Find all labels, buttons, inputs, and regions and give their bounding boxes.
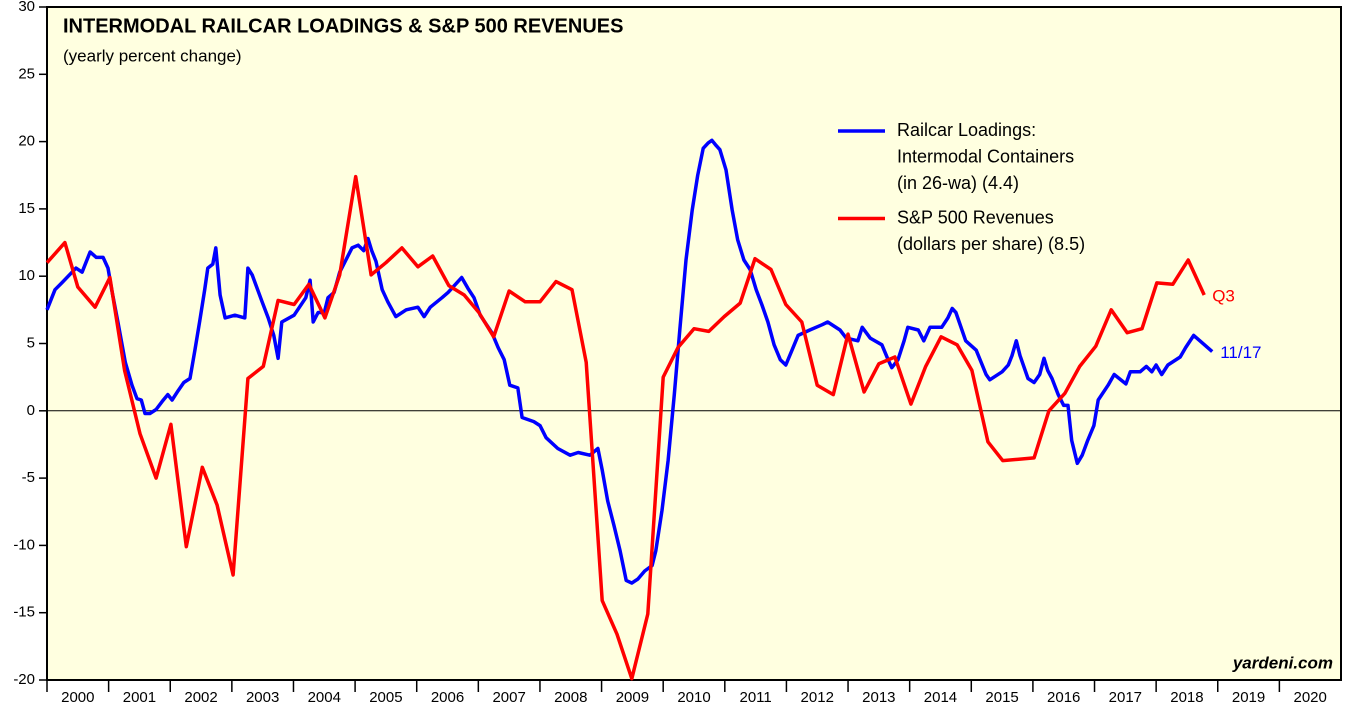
- x-tick-label: 2013: [862, 689, 895, 706]
- end-label: 11/17: [1220, 343, 1261, 362]
- x-tick-label: 2003: [246, 689, 279, 706]
- chart-subtitle: (yearly percent change): [63, 46, 242, 65]
- x-tick-label: 2017: [1109, 689, 1142, 706]
- x-tick-label: 2012: [801, 689, 834, 706]
- x-tick-label: 2019: [1232, 689, 1265, 706]
- legend-label: (dollars per share) (8.5): [897, 234, 1085, 254]
- y-tick-label: 30: [18, 0, 35, 15]
- y-tick-label: -20: [13, 671, 35, 688]
- x-tick-label: 2018: [1170, 689, 1203, 706]
- y-tick-label: -10: [13, 536, 35, 553]
- x-tick-label: 2011: [739, 689, 771, 706]
- y-tick-label: 5: [27, 334, 35, 351]
- x-tick-label: 2004: [308, 689, 341, 706]
- y-tick-label: 20: [18, 133, 35, 150]
- x-tick-label: 2020: [1294, 689, 1327, 706]
- x-tick-label: 2002: [184, 689, 217, 706]
- source: yardeni.com: [1232, 653, 1333, 672]
- y-tick-label: 0: [27, 402, 35, 419]
- x-tick-label: 2010: [677, 689, 710, 706]
- x-tick-label: 2001: [123, 689, 156, 706]
- y-tick-label: -5: [22, 469, 35, 486]
- x-tick-label: 2006: [431, 689, 464, 706]
- series-line: [45, 174, 1206, 681]
- chart-title: INTERMODAL RAILCAR LOADINGS & S&P 500 RE…: [63, 15, 623, 37]
- legend-label: Intermodal Containers: [897, 146, 1074, 166]
- x-tick-label: 2005: [369, 689, 402, 706]
- legend-label: (in 26-wa) (4.4): [897, 173, 1019, 193]
- y-tick-label: -15: [13, 604, 35, 621]
- legend-label: S&P 500 Revenues: [897, 207, 1054, 227]
- series-line: [45, 138, 1214, 585]
- y-tick-label: 25: [18, 65, 35, 82]
- x-tick-label: 2016: [1047, 689, 1080, 706]
- end-label: Q3: [1212, 287, 1235, 306]
- plot-area: [46, 6, 1342, 681]
- x-tick-label: 2009: [616, 689, 649, 706]
- y-tick-label: 15: [18, 200, 35, 217]
- x-tick-label: 2015: [985, 689, 1018, 706]
- x-tick-label: 2014: [924, 689, 957, 706]
- x-tick-label: 2007: [492, 689, 525, 706]
- x-tick-label: 2008: [554, 689, 587, 706]
- y-tick-label: 10: [18, 267, 35, 284]
- x-tick-label: 2000: [61, 689, 94, 706]
- legend-label: Railcar Loadings:: [897, 120, 1036, 140]
